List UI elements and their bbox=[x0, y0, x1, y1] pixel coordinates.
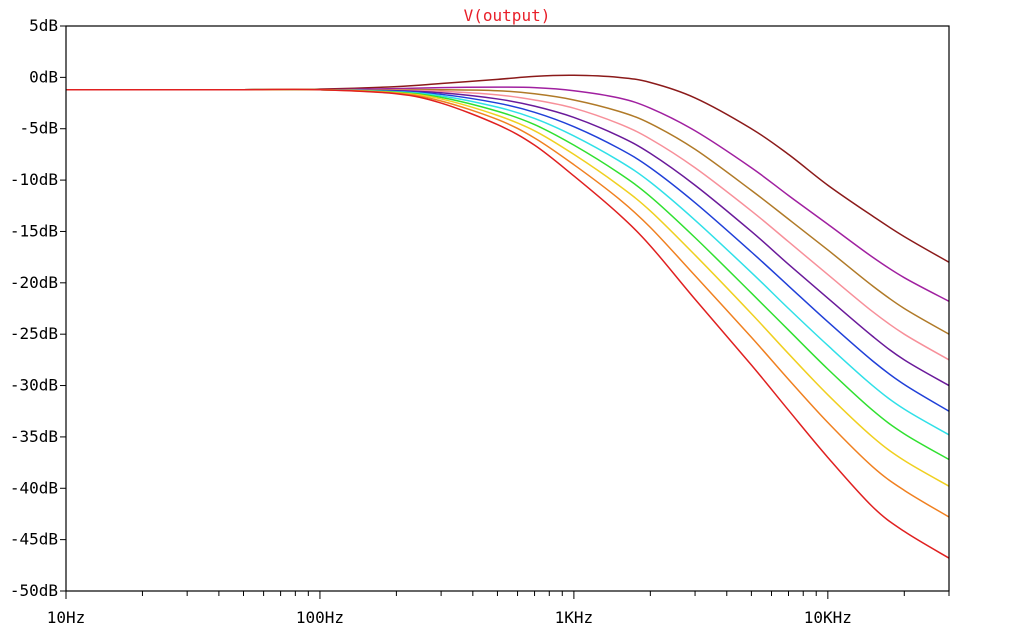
series-line-3 bbox=[66, 88, 950, 335]
axes: 5dB 0dB -5dB -10dB -15dB -20dB -25dB -30dB -35dB… bbox=[10, 16, 950, 627]
series-line-1 bbox=[66, 74, 950, 263]
y-tick-label: -50dB bbox=[10, 581, 58, 600]
y-tick-label: -35dB bbox=[10, 427, 58, 446]
y-tick-label: -15dB bbox=[10, 221, 58, 240]
y-tick-label: -20dB bbox=[10, 273, 58, 292]
series-line-10 bbox=[66, 88, 950, 518]
plot-frame bbox=[65, 25, 950, 592]
series-curves bbox=[66, 74, 950, 559]
y-tick-label: 0dB bbox=[29, 67, 58, 86]
y-tick-label: -45dB bbox=[10, 530, 58, 549]
x-tick-label: 10KHz bbox=[804, 608, 852, 627]
y-tick-label: -30dB bbox=[10, 376, 58, 395]
x-tick-label: 100Hz bbox=[296, 608, 344, 627]
series-line-6 bbox=[66, 88, 950, 412]
y-tick-label: 5dB bbox=[29, 16, 58, 35]
series-line-5 bbox=[66, 88, 950, 387]
x-tick-label: 1KHz bbox=[555, 608, 594, 627]
series-line-11 bbox=[66, 88, 950, 559]
series-line-8 bbox=[66, 88, 950, 461]
y-tick-label: -10dB bbox=[10, 170, 58, 189]
chart-title: V(output) bbox=[464, 6, 551, 25]
y-tick-label: -25dB bbox=[10, 324, 58, 343]
x-tick-label: 10Hz bbox=[47, 608, 86, 627]
y-tick-label: -5dB bbox=[19, 119, 58, 138]
y-tick-label: -40dB bbox=[10, 478, 58, 497]
